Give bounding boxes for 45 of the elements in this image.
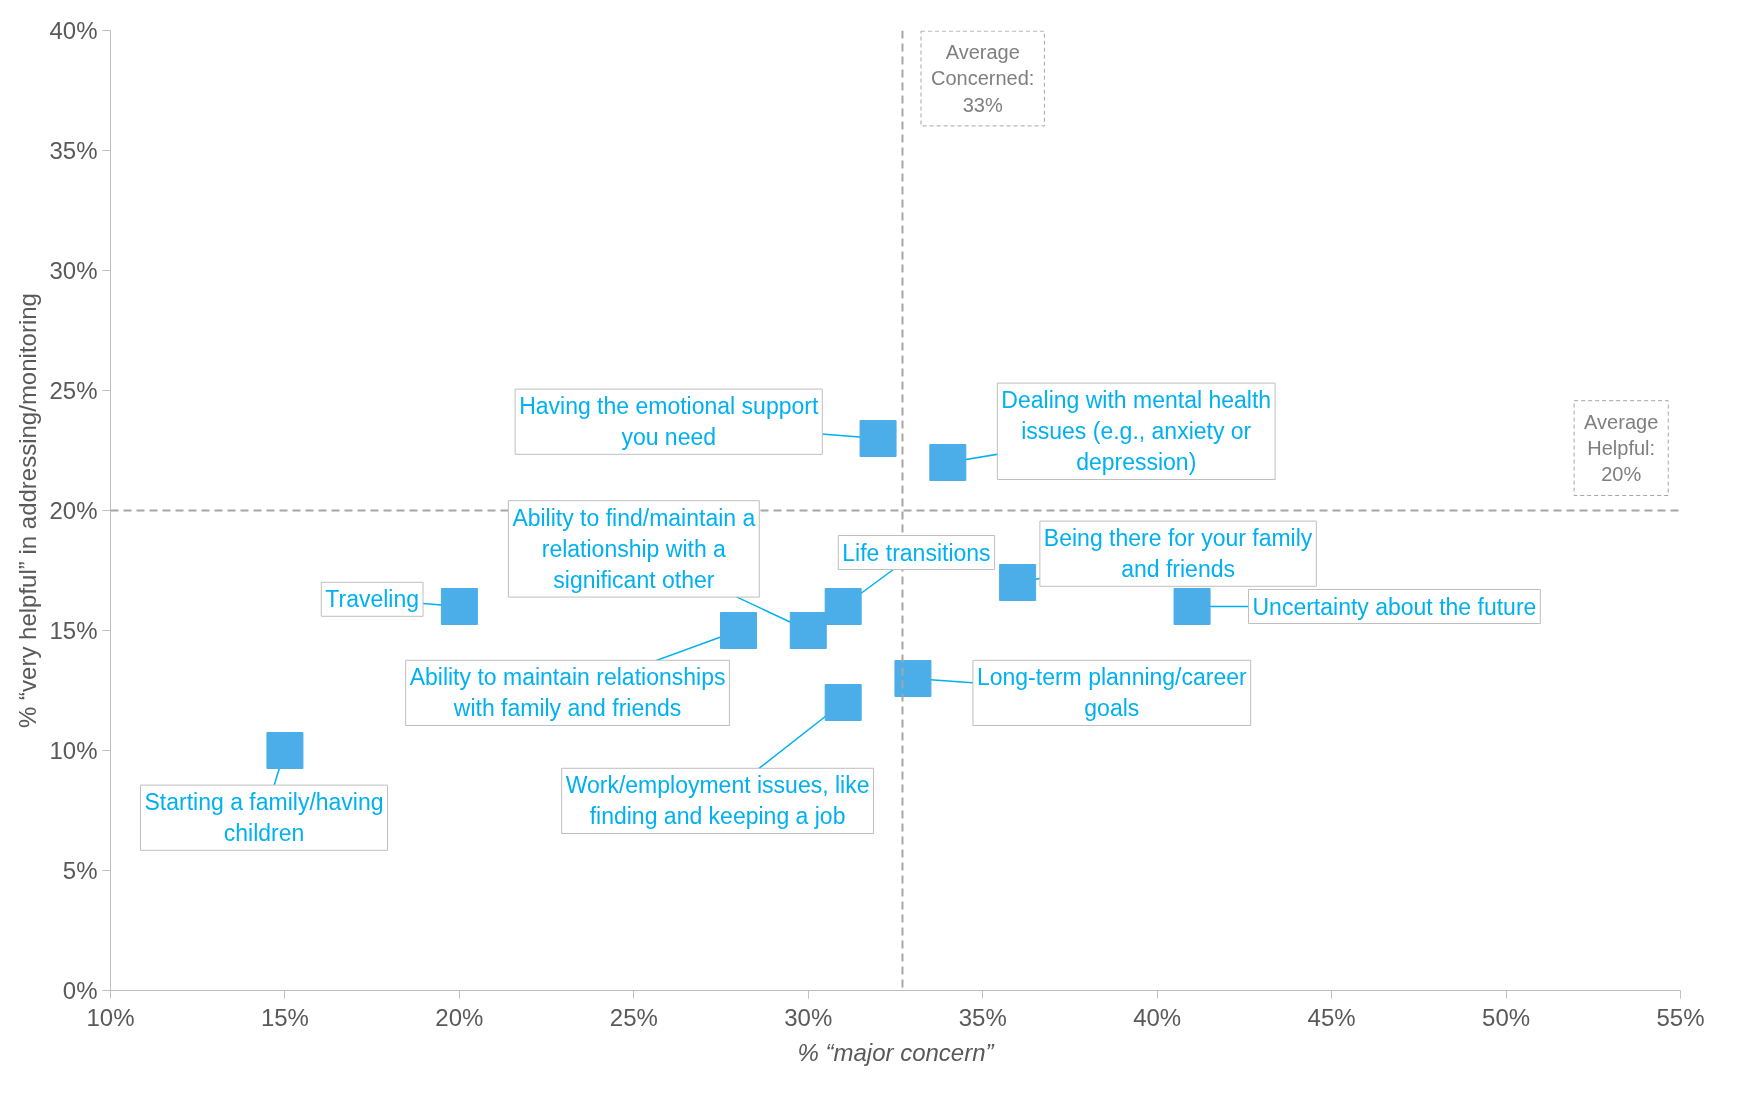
y-tick-label: 25% [49, 377, 98, 404]
y-tick-label: 30% [49, 257, 98, 284]
annotation: Having the emotional support you need [519, 393, 819, 451]
point [789, 612, 827, 649]
y-tick-label: 15% [49, 617, 98, 644]
y-tick-label: 40% [49, 17, 98, 44]
annotation: Dealing with mental health issues (e.g., anxiety or depression) [1001, 387, 1272, 476]
annotation: Ability to find/maintain a relationship with a significant other [512, 504, 756, 594]
point [859, 420, 897, 457]
x-tick-label: 15% [260, 1003, 309, 1031]
ref-line-label: Average Concerned: 33% [931, 41, 1035, 116]
x-tick-label: 45% [1307, 1003, 1356, 1031]
point [266, 732, 304, 769]
ref-line-label: Average Helpful: 20% [1584, 410, 1659, 486]
annotation: Being there for your family and friends [1043, 525, 1313, 583]
point [894, 660, 932, 697]
y-tick-label: 35% [49, 137, 98, 164]
x-tick-label: 25% [609, 1003, 658, 1031]
annotation: Traveling [325, 586, 420, 613]
point [824, 588, 862, 625]
annotation: Long-term planning/career goals [976, 664, 1248, 722]
annotation: Uncertainty about the future [1252, 593, 1537, 620]
x-tick-label: 55% [1656, 1003, 1705, 1031]
point [440, 588, 478, 625]
y-axis-title: % “very helpful” in addressing/monitoring [14, 293, 42, 728]
point [999, 564, 1037, 601]
annotation: Ability to maintain relationships with family and friends [409, 664, 726, 722]
x-tick-label: 40% [1133, 1003, 1182, 1031]
point [1173, 588, 1211, 625]
point [720, 612, 757, 649]
annotation: Work/employment issues, like finding and keeping a job [565, 772, 870, 830]
x-tick-label: 10% [86, 1003, 135, 1031]
y-tick-label: 5% [62, 857, 98, 884]
x-tick-label: 20% [435, 1003, 484, 1031]
x-tick-label: 50% [1482, 1003, 1531, 1031]
x-axis-title: % “major concern” [797, 1038, 995, 1066]
x-tick-label: 30% [784, 1003, 833, 1031]
point [824, 684, 862, 721]
point [929, 444, 967, 481]
annotation: Starting a family/having children [144, 789, 384, 847]
x-tick-label: 35% [958, 1003, 1007, 1031]
y-tick-label: 10% [49, 737, 98, 764]
annotation: Life transitions [842, 539, 991, 566]
y-tick-label: 20% [49, 497, 98, 524]
y-tick-label: 0% [62, 977, 98, 1004]
